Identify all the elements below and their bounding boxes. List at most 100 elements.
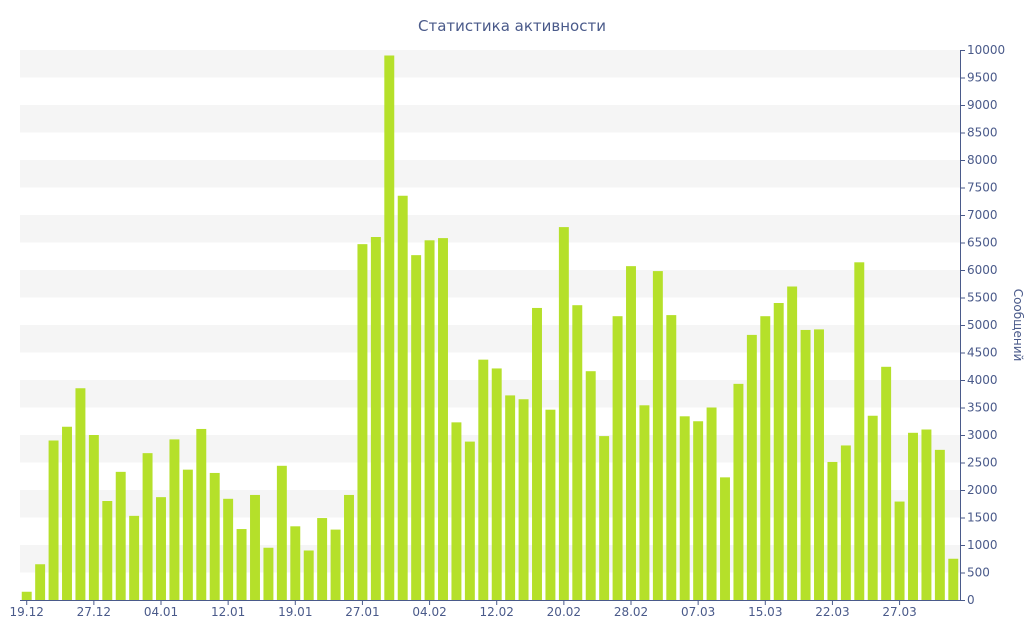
bar — [129, 515, 140, 600]
bar — [411, 255, 422, 600]
bar — [626, 266, 636, 600]
bar — [599, 436, 610, 600]
bar — [881, 366, 892, 600]
x-tick-label: 28.02 — [614, 605, 648, 619]
bar — [706, 407, 717, 600]
y-tick-label: 6500 — [967, 236, 998, 250]
bar — [464, 441, 475, 600]
bar — [35, 564, 46, 600]
bar — [532, 307, 542, 600]
y-tick-label: 500 — [967, 566, 990, 580]
bar — [48, 440, 59, 600]
grid-band — [20, 105, 960, 133]
y-tick-label: 9500 — [967, 71, 998, 85]
y-tick-label: 8000 — [967, 153, 998, 167]
bar — [250, 494, 260, 600]
bar — [693, 421, 704, 600]
y-tick-label: 7500 — [967, 181, 998, 195]
bar — [639, 405, 650, 600]
bars-group — [21, 55, 959, 601]
bar — [908, 432, 918, 600]
x-ticks-group: 19.12 27.12 04.01 12.01 19.01 27.01 04.02 12.02… — [10, 600, 917, 619]
bar — [102, 501, 113, 600]
bar — [652, 271, 663, 600]
bar — [854, 262, 865, 600]
x-tick-label: 15.03 — [748, 605, 782, 619]
bar — [276, 465, 287, 600]
x-tick-label: 19.12 — [10, 605, 44, 619]
bar — [585, 371, 596, 600]
bar — [209, 472, 220, 600]
bar — [921, 429, 932, 600]
y-tick-label: 5000 — [967, 318, 998, 332]
bar — [894, 501, 905, 600]
bar — [760, 316, 771, 600]
bar — [773, 303, 784, 600]
y-tick-label: 1500 — [967, 511, 998, 525]
y-tick-label: 8500 — [967, 126, 998, 140]
bar — [142, 453, 153, 600]
x-tick-label: 12.02 — [480, 605, 514, 619]
bar — [840, 445, 851, 600]
y-tick-label: 0 — [967, 593, 975, 607]
x-tick-label: 27.03 — [882, 605, 916, 619]
bar — [384, 55, 395, 600]
bar — [263, 547, 274, 600]
grid-band — [20, 160, 960, 188]
grid-band — [20, 50, 960, 78]
bar — [424, 240, 435, 601]
x-tick-label: 27.12 — [77, 605, 111, 619]
y-tick-label: 3500 — [967, 401, 998, 415]
bar — [357, 244, 368, 600]
bar — [196, 428, 207, 600]
grid-band — [20, 215, 960, 243]
x-tick-label: 12.01 — [211, 605, 245, 619]
y-tick-label: 10000 — [967, 43, 1005, 57]
y-tick-label: 5500 — [967, 291, 998, 305]
bar — [827, 461, 838, 600]
bar — [800, 329, 811, 600]
bar — [451, 422, 462, 600]
chart-title: Статистика активности — [418, 17, 606, 35]
y-tick-label: 3000 — [967, 428, 998, 442]
y-tick-label: 4500 — [967, 346, 998, 360]
bar — [545, 409, 556, 600]
bar — [21, 591, 32, 600]
x-tick-label: 27.01 — [345, 605, 379, 619]
y-tick-label: 9000 — [967, 98, 998, 112]
bar — [572, 305, 583, 600]
bar — [666, 315, 677, 600]
bar — [182, 469, 193, 600]
x-tick-label: 19.01 — [278, 605, 312, 619]
bar — [88, 435, 99, 600]
bar — [867, 415, 878, 600]
bar — [223, 498, 234, 600]
y-axis-label: Сообщений — [1011, 289, 1024, 362]
y-tick-label: 4000 — [967, 373, 998, 387]
bar — [344, 494, 354, 600]
bar — [75, 388, 86, 600]
bar — [115, 471, 126, 600]
bar — [62, 426, 72, 600]
bar — [491, 368, 502, 600]
bar — [290, 526, 301, 600]
bar — [317, 518, 328, 600]
bar — [733, 383, 744, 600]
bar — [303, 550, 314, 600]
bar — [934, 449, 945, 600]
bar — [397, 195, 408, 600]
y-tick-label: 1000 — [967, 538, 998, 552]
y-ticks-group: 0 500 1000 1500 2000 2500 3000 3500 4000 4500 5000… — [960, 43, 1005, 607]
x-tick-label: 04.01 — [144, 605, 178, 619]
bar — [558, 227, 569, 600]
bar — [370, 237, 381, 600]
bar — [478, 359, 489, 600]
bar — [612, 316, 623, 600]
x-tick-label: 22.03 — [815, 605, 849, 619]
bar — [236, 529, 247, 600]
x-tick-label: 20.02 — [547, 605, 581, 619]
bar — [169, 439, 180, 600]
x-tick-label: 04.02 — [412, 605, 446, 619]
bar — [505, 395, 516, 600]
